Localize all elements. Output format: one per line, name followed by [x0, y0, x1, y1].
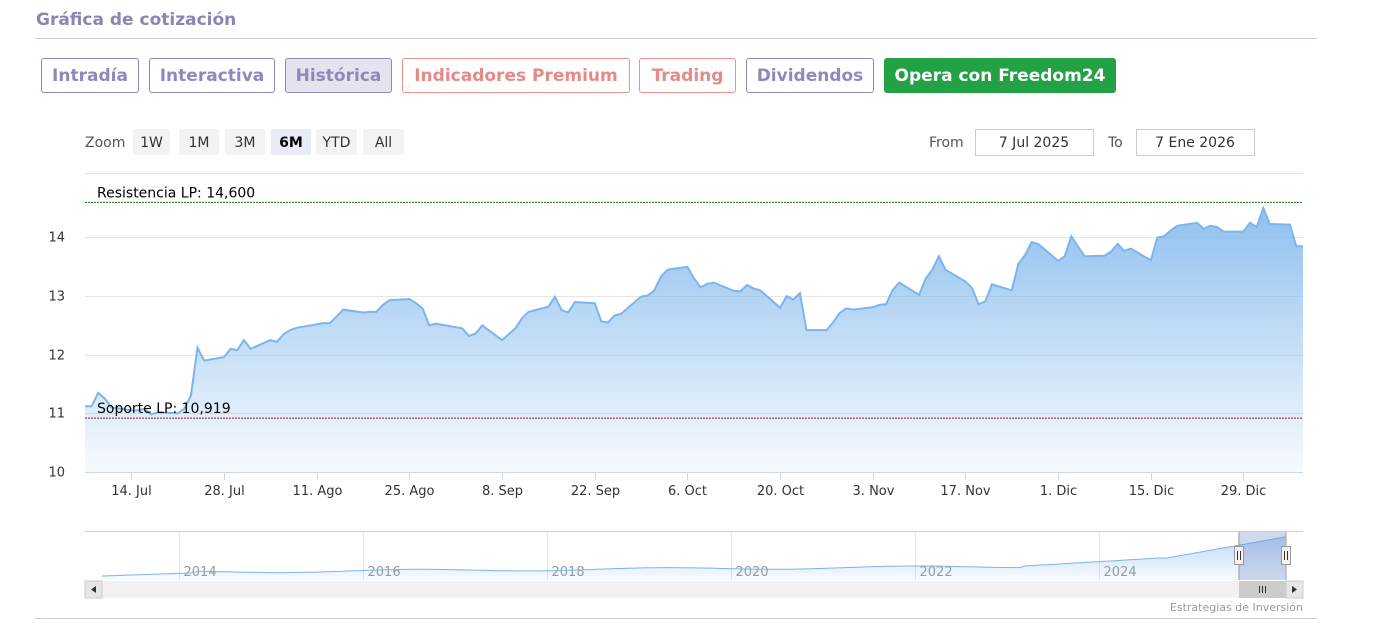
from-date-value: 7 Jul 2025: [999, 135, 1069, 151]
zoom-button-label: 3M: [235, 135, 256, 151]
to-date-input[interactable]: 7 Ene 2026: [1136, 129, 1255, 156]
x-tick-label: 8. Sep: [482, 484, 523, 499]
x-axis-labels: 14. Jul 28. Jul 11. Ago 25. Ago 8. Sep 22. Se…: [111, 472, 1266, 499]
support-label: Soporte LP: 10,919: [97, 401, 231, 417]
zoom-button-1w[interactable]: 1W: [133, 129, 170, 155]
from-label: From: [929, 135, 964, 151]
x-tick-label: 17. Nov: [940, 484, 990, 499]
zoom-button-ytd[interactable]: YTD: [316, 129, 357, 155]
navigator-series-line: [101, 536, 1286, 577]
x-tick-label: 11. Ago: [293, 484, 343, 499]
zoom-button-all[interactable]: All: [363, 129, 404, 155]
x-tick-label: 3. Nov: [853, 484, 895, 499]
y-axis-labels: 10 11 12 13 14: [48, 231, 65, 481]
resistance-label: Resistencia LP: 14,600: [97, 185, 255, 201]
zoom-button-label: 1W: [140, 135, 163, 151]
price-area-fill: [85, 208, 1303, 472]
navigator-left-handle[interactable]: [1234, 546, 1244, 565]
opera-freedom24-button[interactable]: Opera con Freedom24: [884, 58, 1116, 93]
tab-historica[interactable]: Histórica: [285, 58, 392, 93]
zoom-label: Zoom: [85, 135, 125, 151]
scroll-right-arrow[interactable]: [1285, 580, 1304, 599]
x-tick-label: 20. Oct: [757, 484, 804, 499]
x-tick-label: 25. Ago: [385, 484, 435, 499]
navigator-series-fill: [102, 537, 1285, 580]
zoom-button-label: 6M: [279, 135, 303, 151]
zoom-button-3m[interactable]: 3M: [225, 129, 265, 155]
to-label: To: [1107, 135, 1123, 151]
title-divider: [35, 38, 1317, 39]
y-tick-label: 10: [48, 466, 65, 481]
scrollbar-thumb[interactable]: [1239, 581, 1286, 598]
to-date-value: 7 Ene 2026: [1155, 135, 1235, 151]
tab-indicadores-premium[interactable]: Indicadores Premium: [402, 58, 630, 93]
section-title: Gráfica de cotización: [36, 10, 237, 30]
zoom-button-1m[interactable]: 1M: [179, 129, 219, 155]
from-date-input[interactable]: 7 Jul 2025: [975, 129, 1094, 156]
tab-intradia[interactable]: Intradía: [41, 58, 139, 93]
x-tick-label: 22. Sep: [571, 484, 620, 499]
tab-trading[interactable]: Trading: [639, 58, 736, 93]
navigator-right-handle[interactable]: [1281, 546, 1291, 565]
y-tick-label: 11: [48, 407, 65, 422]
y-tick-label: 14: [48, 231, 65, 246]
x-tick-label: 6. Oct: [668, 484, 707, 499]
scroll-left-arrow[interactable]: [84, 580, 103, 599]
chart-credits[interactable]: Estrategias de Inversión: [1170, 601, 1303, 614]
tab-interactiva[interactable]: Interactiva: [149, 58, 275, 93]
price-line: [85, 205, 1303, 416]
navigator[interactable]: 201420162018202020222024: [85, 531, 1303, 581]
navigator-selected-range[interactable]: [1239, 532, 1286, 580]
scrollbar[interactable]: [84, 580, 1304, 599]
x-tick-label: 15. Dic: [1129, 484, 1175, 499]
x-tick-label: 29. Dic: [1221, 484, 1267, 499]
y-tick-label: 12: [48, 349, 65, 364]
y-tick-label: 13: [48, 290, 65, 305]
x-tick-label: 28. Jul: [204, 484, 245, 499]
tab-dividendos[interactable]: Dividendos: [746, 58, 874, 93]
zoom-button-label: 1M: [189, 135, 210, 151]
x-tick-label: 14. Jul: [111, 484, 152, 499]
x-tick-label: 1. Dic: [1040, 484, 1077, 499]
plot-area: Resistencia LP: 14,600 Soporte LP: 10,91…: [48, 173, 1303, 499]
zoom-button-6m[interactable]: 6M: [271, 129, 311, 155]
zoom-button-label: All: [375, 135, 392, 151]
zoom-button-label: YTD: [322, 135, 351, 151]
